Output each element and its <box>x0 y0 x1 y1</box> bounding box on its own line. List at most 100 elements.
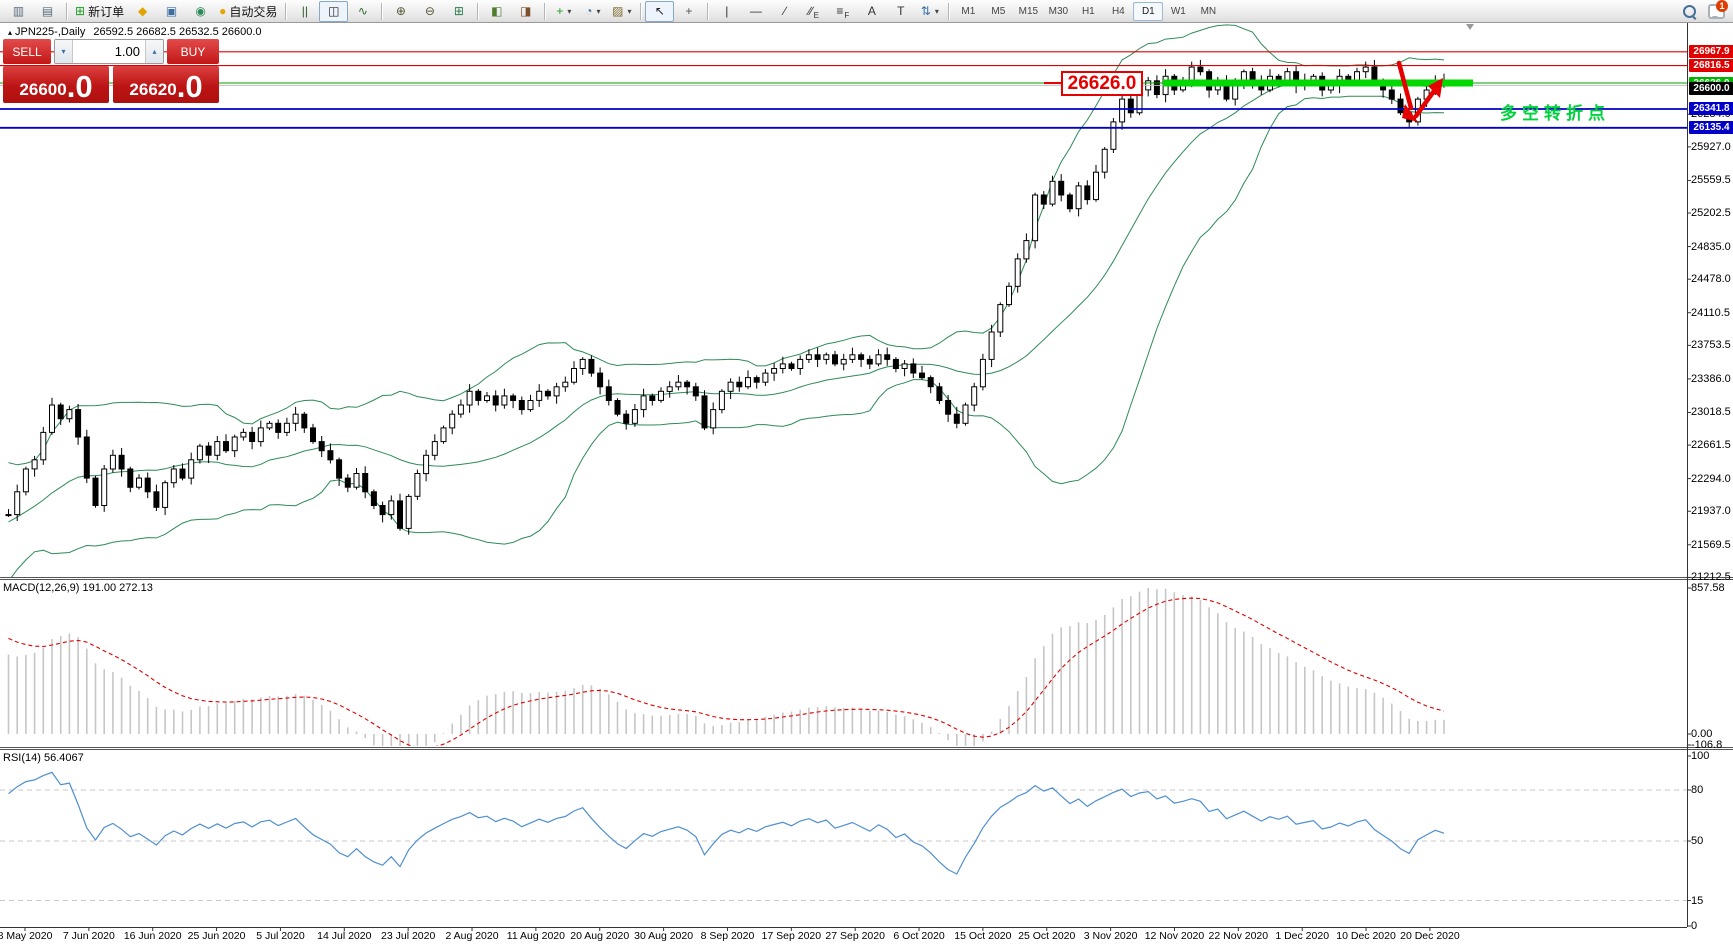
symbol-marker-icon: ▴ <box>8 28 13 37</box>
notifications-icon[interactable]: 1 <box>1708 0 1728 19</box>
buy-button[interactable]: BUY <box>167 39 219 64</box>
vertical-line-icon[interactable]: | <box>712 1 741 22</box>
search-icon[interactable] <box>1683 4 1696 18</box>
timeframe-m15[interactable]: M15 <box>1018 5 1039 17</box>
new-chart-icon: ▥ <box>12 4 25 18</box>
toolbar-separator <box>640 2 642 20</box>
volume-input[interactable]: 1.00 <box>114 44 140 59</box>
signals-icon: ◉ <box>195 4 206 18</box>
chart-shift-icon[interactable]: ◨ <box>511 1 540 22</box>
zoom-in-icon: ⊕ <box>395 4 406 18</box>
tile-windows-icon[interactable]: ⊞ <box>444 1 473 22</box>
sell-button[interactable]: SELL <box>3 39 51 64</box>
metaeditor-icon: ▣ <box>165 4 178 18</box>
turning-point-text[interactable]: 多空转折点 <box>1500 104 1610 123</box>
toolbar-separator <box>285 2 287 20</box>
tile-windows-icon: ⊞ <box>453 4 464 18</box>
signals-icon[interactable]: ◉ <box>186 1 215 22</box>
toolbar-separator <box>948 2 950 20</box>
zoom-out-icon: ⊖ <box>424 4 435 18</box>
toolbar-buttons: ▥ ▤ ⊞ 新订单 ◆ ▣ ◉ ● 自动交易 || ◫ ∿ ⊕ ⊖ ⊞ ◧ ◨ + ▾ ◔ ▾ ▨ ▾ ↖ + | — ∕ ∕∕ E ≡ F A… <box>0 0 1223 22</box>
chart-shift-icon: ◨ <box>520 4 532 18</box>
toolbar-separator <box>381 2 383 20</box>
timeframe-h1[interactable]: H1 <box>1081 5 1095 17</box>
toolbar-separator <box>477 2 479 20</box>
channel-icon[interactable]: ∕∕ E <box>799 1 828 22</box>
timeframe-m5[interactable]: M5 <box>991 5 1006 17</box>
metaeditor-icon[interactable]: ▣ <box>157 1 186 22</box>
horizontal-line-icon: — <box>749 4 762 18</box>
auto-scroll-icon[interactable]: ◧ <box>482 1 511 22</box>
toolbar-separator <box>66 2 67 20</box>
auto-scroll-icon: ◧ <box>491 4 503 18</box>
toolbar-right: 1 <box>1683 0 1728 22</box>
candlestick-chart-icon: ◫ <box>328 4 340 18</box>
ask-price-fraction: .0 <box>176 69 203 104</box>
ohlc-values: 26592.5 26682.5 26532.5 26600.0 <box>93 26 262 38</box>
trendline-icon[interactable]: ∕ <box>770 1 799 22</box>
periods-button[interactable]: ◔ ▾ <box>578 1 607 22</box>
rsi-panel-layer <box>0 771 1687 901</box>
chevron-down-icon: ▾ <box>567 6 572 16</box>
vertical-line-icon: | <box>725 4 729 18</box>
chevron-down-icon: ▾ <box>934 6 939 16</box>
templates-button[interactable]: ▨ ▾ <box>607 1 636 22</box>
autotrading-button: ● <box>219 4 227 18</box>
chevron-down-icon: ▾ <box>596 6 601 16</box>
candles-layer <box>5 59 1447 535</box>
crosshair-icon[interactable]: + <box>674 1 703 22</box>
channel-icon: ∕∕ <box>808 4 813 18</box>
new-chart-icon[interactable]: ▥ <box>4 1 33 22</box>
annotation-pointer-dash <box>1044 82 1061 84</box>
trendline-icon: ∕ <box>783 4 786 18</box>
bar-chart-icon: || <box>301 4 308 18</box>
volume-stepper[interactable]: ▾ 1.00 ▴ <box>54 39 164 64</box>
fibonacci-icon: ≡ <box>836 4 844 18</box>
line-chart-icon[interactable]: ∿ <box>348 1 377 22</box>
history-center-icon[interactable]: ◆ <box>128 1 157 22</box>
zoom-in-icon[interactable]: ⊕ <box>386 1 415 22</box>
timeframe-h4[interactable]: H4 <box>1111 5 1125 17</box>
rsi-indicator-label: RSI(14) 56.4067 <box>3 752 84 764</box>
line-chart-icon: ∿ <box>357 4 368 18</box>
new-order-button[interactable]: ⊞ 新订单 <box>71 1 128 22</box>
bid-price-main: 26600 <box>19 80 67 99</box>
reversal-arrows <box>1396 60 1443 122</box>
text-icon[interactable]: A <box>857 1 886 22</box>
price-annotation-box[interactable]: 26626.0 <box>1061 71 1143 96</box>
label-icon[interactable]: T <box>886 1 915 22</box>
autotrading-button[interactable]: ● 自动交易 <box>215 1 281 22</box>
toolbar: ▥ ▤ ⊞ 新订单 ◆ ▣ ◉ ● 自动交易 || ◫ ∿ ⊕ ⊖ ⊞ ◧ ◨ + ▾ ◔ ▾ ▨ ▾ ↖ + | — ∕ ∕∕ E ≡ F A… <box>0 0 1733 23</box>
support-level-bar <box>1163 79 1473 87</box>
crosshair-icon: + <box>685 4 693 18</box>
fibonacci-icon[interactable]: ≡ F <box>828 1 857 22</box>
timeframe-d1[interactable]: D1 <box>1133 1 1164 21</box>
one-click-trading-panel: SELL ▾ 1.00 ▴ BUY 26600.0 26620.0 <box>3 39 219 103</box>
volume-increase-button[interactable]: ▴ <box>145 40 163 63</box>
candlestick-chart-icon[interactable]: ◫ <box>319 0 349 22</box>
buy-price-box[interactable]: 26620.0 <box>113 66 219 103</box>
timeframe-mn[interactable]: MN <box>1200 5 1217 17</box>
bar-chart-icon[interactable]: || <box>290 1 319 22</box>
bid-price-fraction: .0 <box>66 69 93 104</box>
cursor-icon[interactable]: ↖ <box>645 0 675 22</box>
new-order-button: ⊞ <box>75 4 86 18</box>
horizontal-line-icon[interactable]: — <box>741 1 770 22</box>
shift-marker-icon <box>1466 24 1474 30</box>
shapes-icon[interactable]: ⇅ ▾ <box>915 1 944 22</box>
notification-badge: 1 <box>1716 0 1728 12</box>
fibonacci-icon-sub: F <box>844 10 850 20</box>
timeframe-w1[interactable]: W1 <box>1170 5 1186 17</box>
macd-indicator-label: MACD(12,26,9) 191.00 272.13 <box>3 582 153 594</box>
zoom-out-icon[interactable]: ⊖ <box>415 1 444 22</box>
volume-decrease-button[interactable]: ▾ <box>55 40 73 63</box>
profiles-icon[interactable]: ▤ <box>33 1 62 22</box>
channel-icon-sub: E <box>813 10 820 20</box>
sell-price-box[interactable]: 26600.0 <box>3 66 109 103</box>
timeframe-m1[interactable]: M1 <box>961 5 976 17</box>
indicators-button[interactable]: + ▾ <box>549 1 578 22</box>
macd-panel-layer <box>7 588 1445 746</box>
timeframe-m30[interactable]: M30 <box>1048 5 1069 17</box>
